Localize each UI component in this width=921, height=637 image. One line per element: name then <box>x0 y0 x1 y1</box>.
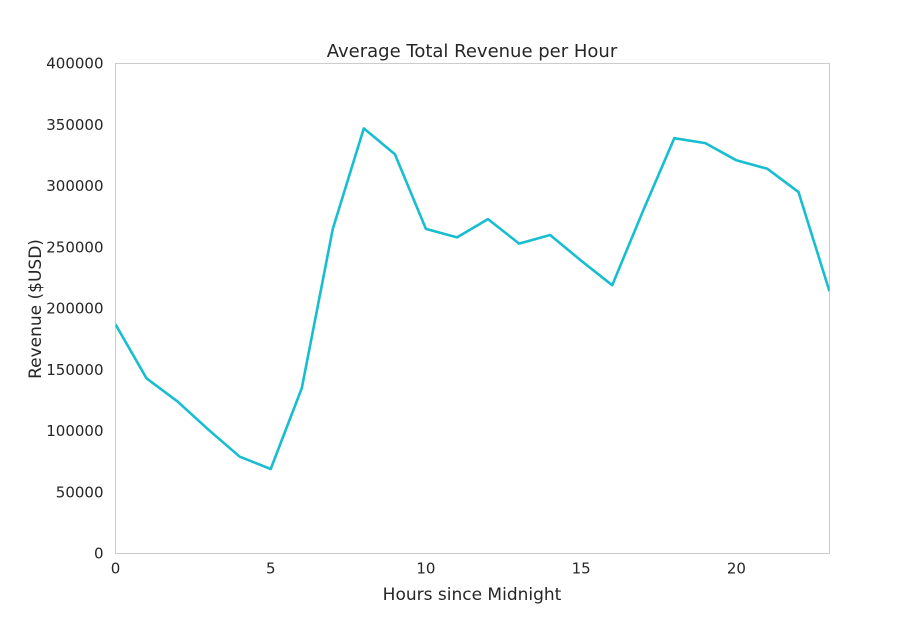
chart-title: Average Total Revenue per Hour <box>327 41 618 62</box>
y-tick-label: 50000 <box>56 483 104 501</box>
y-tick-label: 250000 <box>46 238 103 256</box>
y-tick-label: 0 <box>94 545 104 563</box>
y-tick-label: 100000 <box>46 422 103 440</box>
y-tick-label: 200000 <box>46 300 103 318</box>
y-tick-label: 300000 <box>46 177 103 195</box>
x-axis-ticks: 0 5 10 15 20 <box>111 560 746 578</box>
y-tick-label: 150000 <box>46 361 103 379</box>
x-tick-label: 10 <box>416 560 435 578</box>
series-line <box>115 127 830 471</box>
series-lines <box>115 127 830 471</box>
y-axis-ticks: 0 50000 100000 150000 200000 250000 300000 3500… <box>46 55 103 563</box>
x-axis-label: Hours since Midnight <box>383 585 562 605</box>
y-tick-label: 400000 <box>46 55 103 73</box>
x-tick-label: 0 <box>111 560 121 578</box>
x-tick-label: 5 <box>266 560 276 578</box>
x-tick-label: 15 <box>572 560 591 578</box>
y-axis-label: Revenue ($USD) <box>26 239 46 379</box>
plot-area-frame <box>115 63 830 554</box>
x-tick-label: 20 <box>727 560 746 578</box>
y-tick-label: 350000 <box>46 116 103 134</box>
